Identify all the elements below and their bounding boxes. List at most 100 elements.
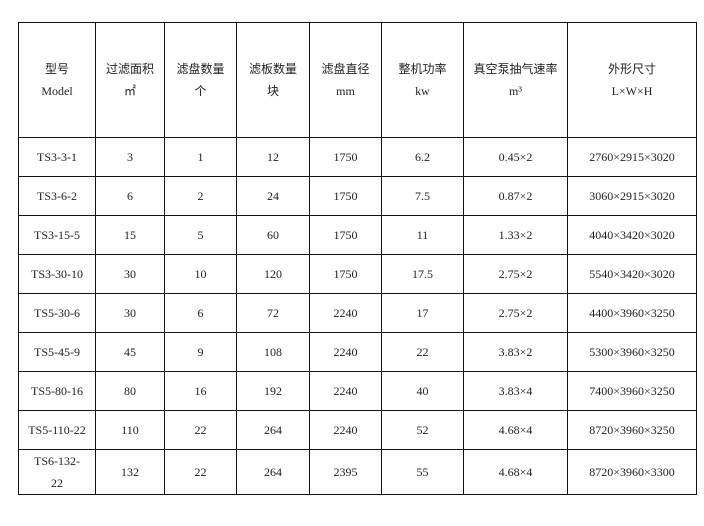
cell-dimensions: 5300×3960×3250: [567, 332, 697, 372]
header-disc-count-line1: 滤盘数量: [176, 62, 225, 76]
cell-plate-count: 72: [236, 293, 310, 333]
cell-filter-area: 6: [95, 176, 165, 216]
cell-model: TS3-30-10: [18, 254, 96, 294]
header-dimensions-line1: 外形尺寸: [607, 62, 656, 76]
cell-disc-diameter: 2395: [309, 449, 382, 495]
cell-filter-area: 80: [95, 371, 165, 411]
cell-disc-count: 9: [164, 332, 237, 372]
header-filter-area-line1: 过滤面积: [105, 62, 154, 76]
cell-disc-count: 22: [164, 449, 237, 495]
cell-model: TS3-3-1: [18, 137, 96, 177]
cell-filter-area: 30: [95, 254, 165, 294]
cell-model: TS5-80-16: [18, 371, 96, 411]
cell-disc-count: 2: [164, 176, 237, 216]
cell-power: 17.5: [381, 254, 464, 294]
table-row: TS3-30-10 30 10 120 1750 17.5 2.75×2 5540×3420×…: [18, 254, 697, 294]
header-vacuum-rate-line1: 真空泵抽气速率: [473, 62, 558, 76]
cell-model: TS5-45-9: [18, 332, 96, 372]
cell-vacuum-rate: 0.87×2: [463, 176, 568, 216]
cell-dimensions: 8720×3960×3300: [567, 449, 697, 495]
cell-filter-area: 30: [95, 293, 165, 333]
cell-disc-count: 1: [164, 137, 237, 177]
cell-power: 7.5: [381, 176, 464, 216]
cell-disc-diameter: 1750: [309, 137, 382, 177]
cell-model: TS3-15-5: [18, 215, 96, 255]
header-disc-diameter-line2: mm: [336, 84, 355, 98]
cell-filter-area: 132: [95, 449, 165, 495]
cell-vacuum-rate: 3.83×2: [463, 332, 568, 372]
cell-plate-count: 60: [236, 215, 310, 255]
header-disc-diameter-line1: 滤盘直径: [321, 62, 370, 76]
cell-disc-diameter: 1750: [309, 254, 382, 294]
cell-vacuum-rate: 4.68×4: [463, 410, 568, 450]
cell-vacuum-rate: 0.45×2: [463, 137, 568, 177]
header-dimensions-line2: L×W×H: [611, 84, 653, 98]
cell-disc-diameter: 2240: [309, 293, 382, 333]
cell-dimensions: 5540×3420×3020: [567, 254, 697, 294]
header-power-line1: 整机功率: [398, 62, 447, 76]
cell-filter-area: 45: [95, 332, 165, 372]
header-plate-count-line2: 块: [266, 84, 279, 98]
cell-model: TS3-6-2: [18, 176, 96, 216]
cell-model: TS6-132-22: [18, 449, 96, 495]
cell-plate-count: 264: [236, 449, 310, 495]
cell-disc-diameter: 2240: [309, 371, 382, 411]
table-row: TS5-45-9 45 9 108 2240 22 3.83×2 5300×3960×3250: [18, 332, 697, 372]
header-plate-count-line1: 滤板数量: [248, 62, 297, 76]
header-power-line2: kw: [415, 84, 430, 98]
cell-vacuum-rate: 1.33×2: [463, 215, 568, 255]
header-disc-count: 滤盘数量个: [164, 22, 237, 138]
table-row: TS5-110-22 110 22 264 2240 52 4.68×4 8720×3960×…: [18, 410, 697, 450]
table-row: TS6-132-22 132 22 264 2395 55 4.68×4 8720×3960×…: [18, 449, 697, 495]
header-dimensions: 外形尺寸 L×W×H: [567, 22, 697, 138]
cell-disc-diameter: 2240: [309, 332, 382, 372]
cell-vacuum-rate: 4.68×4: [463, 449, 568, 495]
header-model-line2: Model: [41, 84, 73, 98]
cell-power: 11: [381, 215, 464, 255]
header-disc-count-line2: 个: [194, 84, 207, 98]
cell-dimensions: 4040×3420×3020: [567, 215, 697, 255]
cell-vacuum-rate: 3.83×4: [463, 371, 568, 411]
cell-disc-count: 16: [164, 371, 237, 411]
cell-vacuum-rate: 2.75×2: [463, 293, 568, 333]
table-row: TS5-30-6 30 6 72 2240 17 2.75×2 4400×3960×3250: [18, 293, 697, 333]
cell-vacuum-rate: 2.75×2: [463, 254, 568, 294]
cell-disc-count: 5: [164, 215, 237, 255]
cell-power: 17: [381, 293, 464, 333]
cell-filter-area: 3: [95, 137, 165, 177]
cell-disc-count: 6: [164, 293, 237, 333]
header-power: 整机功率 kw: [381, 22, 464, 138]
header-disc-diameter: 滤盘直径 mm: [309, 22, 382, 138]
table-body: TS3-3-1 3 1 12 1750 6.2 0.45×2 2760×2915×3020 TS…: [18, 137, 697, 495]
cell-filter-area: 15: [95, 215, 165, 255]
cell-model: TS5-110-22: [18, 410, 96, 450]
header-vacuum-rate: 真空泵抽气速率 m³: [463, 22, 568, 138]
header-model: 型号 Model: [18, 22, 96, 138]
cell-dimensions: 2760×2915×3020: [567, 137, 697, 177]
cell-disc-diameter: 2240: [309, 410, 382, 450]
header-plate-count: 滤板数量块: [236, 22, 310, 138]
cell-power: 6.2: [381, 137, 464, 177]
cell-plate-count: 120: [236, 254, 310, 294]
header-vacuum-rate-line2: m³: [509, 84, 522, 98]
cell-power: 55: [381, 449, 464, 495]
cell-disc-count: 10: [164, 254, 237, 294]
cell-power: 40: [381, 371, 464, 411]
cell-plate-count: 108: [236, 332, 310, 372]
cell-disc-diameter: 1750: [309, 215, 382, 255]
table-row: TS3-3-1 3 1 12 1750 6.2 0.45×2 2760×2915×3020: [18, 137, 697, 177]
table-row: TS3-15-5 15 5 60 1750 11 1.33×2 4040×3420×3020: [18, 215, 697, 255]
cell-model: TS5-30-6: [18, 293, 96, 333]
table-row: TS3-6-2 6 2 24 1750 7.5 0.87×2 3060×2915×3020: [18, 176, 697, 216]
cell-dimensions: 4400×3960×3250: [567, 293, 697, 333]
cell-plate-count: 264: [236, 410, 310, 450]
cell-plate-count: 24: [236, 176, 310, 216]
cell-power: 52: [381, 410, 464, 450]
cell-disc-diameter: 1750: [309, 176, 382, 216]
table-row: TS5-80-16 80 16 192 2240 40 3.83×4 7400×3960×32…: [18, 371, 697, 411]
cell-disc-count: 22: [164, 410, 237, 450]
cell-dimensions: 7400×3960×3250: [567, 371, 697, 411]
